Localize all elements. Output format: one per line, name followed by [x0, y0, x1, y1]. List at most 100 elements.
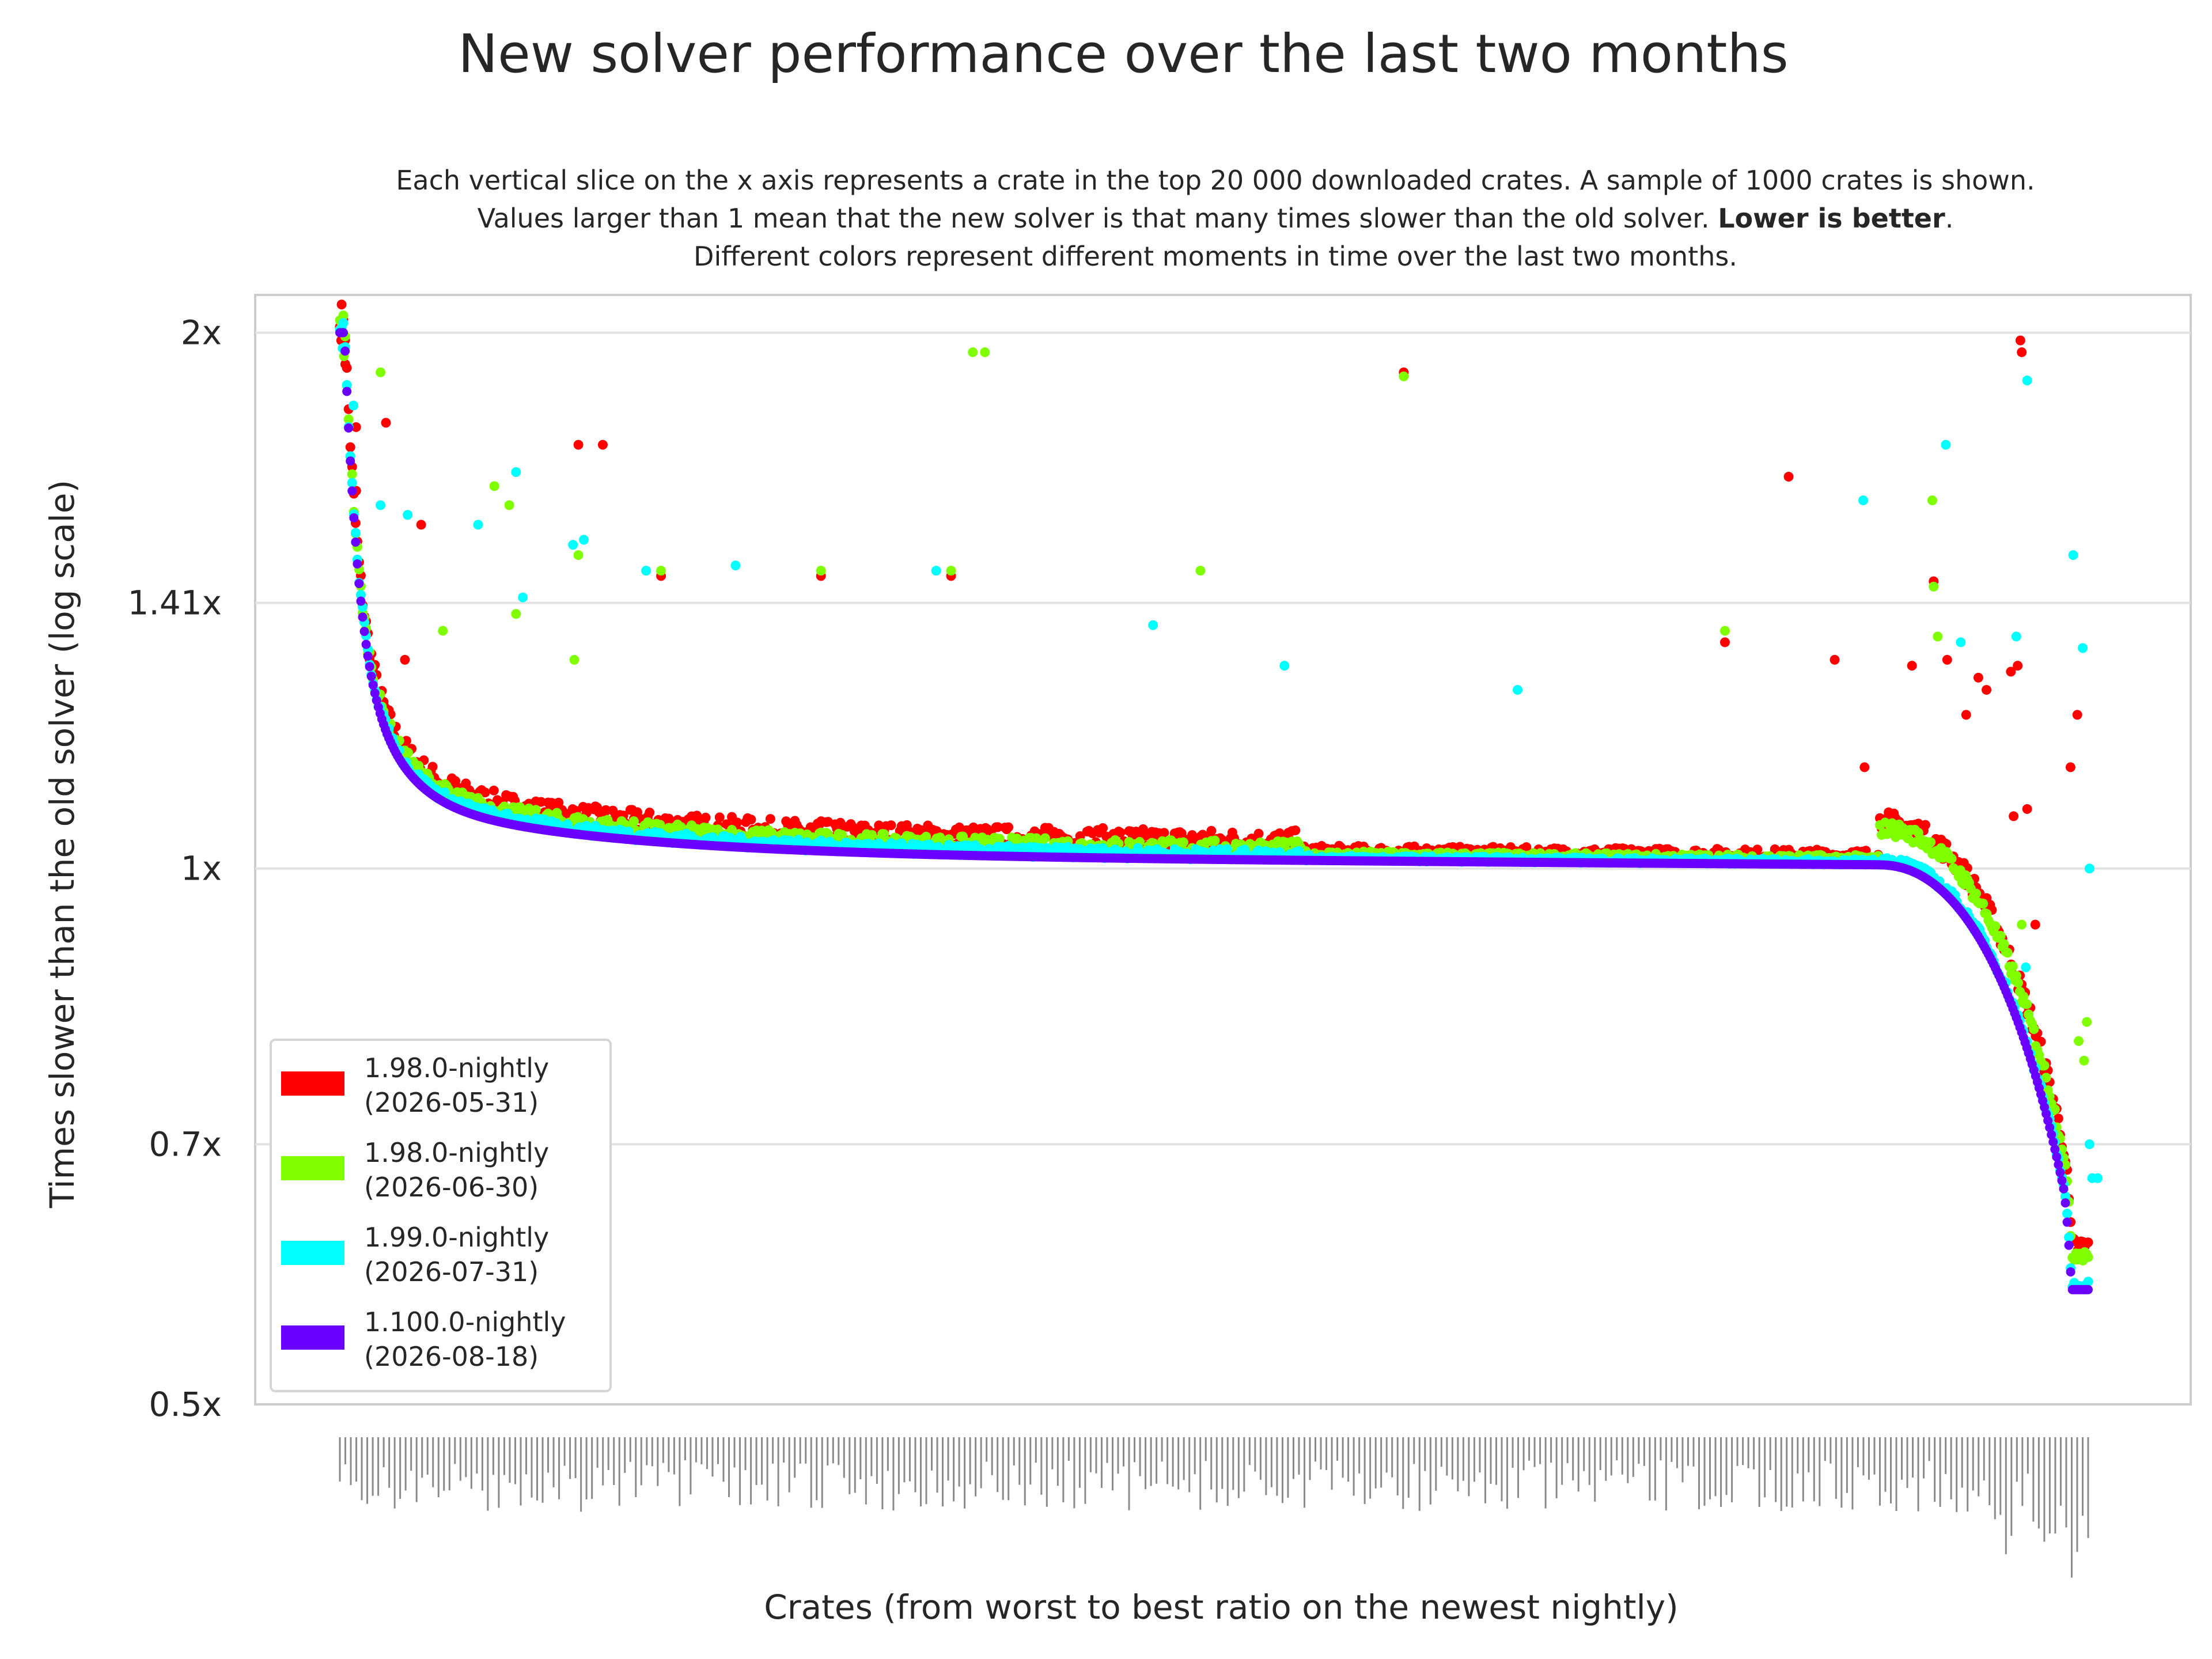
data-point: [1971, 888, 1982, 899]
y-tick-label: 1x: [181, 849, 222, 888]
data-point: [368, 680, 378, 690]
outlier-point: [2006, 666, 2016, 677]
legend: 1.98.0-nightly(2026-05-31)1.98.0-nightly…: [270, 1039, 612, 1392]
data-point: [345, 442, 355, 452]
outlier-point: [1907, 661, 1917, 671]
x-axis-crate-labels: [339, 1437, 2089, 1578]
outlier-point: [518, 592, 528, 603]
outlier-point: [946, 566, 956, 576]
outlier-point: [351, 422, 361, 432]
data-point: [350, 528, 361, 538]
legend-swatch: [281, 1071, 344, 1096]
data-point: [344, 423, 354, 433]
data-point: [2055, 1168, 2065, 1177]
outlier-point: [980, 347, 990, 357]
outlier-point: [656, 566, 666, 576]
outlier-point: [1973, 672, 1983, 683]
outlier-point: [1927, 495, 1937, 506]
data-point: [401, 736, 411, 746]
outlier-point: [569, 654, 579, 665]
outlier-point: [504, 500, 514, 510]
data-point: [2061, 1198, 2070, 1208]
legend-label: 1.98.0-nightly: [364, 1137, 549, 1168]
outlier-point: [2084, 1139, 2094, 1149]
data-point: [879, 829, 889, 839]
outlier-point: [2022, 804, 2032, 814]
data-point: [2059, 1184, 2069, 1194]
data-point: [2029, 1024, 2039, 1035]
data-point: [655, 820, 665, 830]
subtitle-line-2-text: Values larger than 1 mean that the new s…: [477, 203, 1718, 234]
outlier-point: [376, 367, 386, 377]
data-point: [2062, 1217, 2072, 1227]
data-point: [1978, 899, 1988, 909]
data-point: [365, 662, 374, 672]
outlier-point: [340, 359, 350, 369]
y-axis-ticks: 2x 1.41x 1x 0.7x 0.5x: [128, 313, 222, 1424]
outlier-point: [2022, 376, 2032, 386]
subtitle-line-3: Different colors represent different mom…: [694, 241, 1737, 272]
data-point: [2050, 1145, 2060, 1154]
data-point: [1040, 833, 1050, 843]
data-point: [1206, 825, 1217, 836]
data-point: [2008, 961, 2018, 972]
outlier-point: [1942, 654, 1952, 665]
outlier-point: [2084, 863, 2094, 874]
data-point: [1178, 837, 1188, 847]
data-point: [1003, 822, 1014, 832]
data-point: [2013, 978, 2023, 988]
outlier-point: [1783, 472, 1794, 482]
data-point: [1290, 825, 1301, 835]
outlier-point: [400, 654, 410, 665]
legend-box: [270, 1039, 612, 1392]
data-point: [601, 805, 611, 815]
outlier-point: [573, 550, 584, 560]
data-point: [2083, 1252, 2093, 1262]
outlier-point: [2030, 919, 2040, 930]
outlier-point: [1858, 495, 1868, 506]
data-point: [355, 590, 366, 600]
data-point: [2064, 1240, 2074, 1250]
data-point: [746, 815, 756, 825]
data-point: [2062, 1209, 2073, 1219]
series-3: [335, 328, 2093, 1294]
data-point: [338, 318, 349, 328]
outlier-point: [489, 481, 499, 491]
outlier-point: [730, 560, 741, 571]
data-point: [370, 688, 380, 698]
data-point: [2045, 1123, 2055, 1132]
outlier-point: [416, 520, 426, 530]
outlier-point: [1961, 710, 1971, 720]
outlier-point: [2092, 1173, 2103, 1183]
outlier-point: [1399, 371, 1409, 381]
data-point: [714, 812, 725, 823]
data-point: [2041, 1073, 2051, 1083]
data-point: [366, 672, 376, 681]
y-tick-label: 0.5x: [149, 1385, 222, 1424]
data-point: [608, 805, 618, 816]
data-point: [1253, 828, 1264, 839]
data-point: [2048, 1137, 2058, 1147]
outlier-point: [573, 440, 584, 450]
outlier-point: [931, 566, 941, 576]
data-point: [2057, 1176, 2067, 1185]
outlier-point: [2072, 710, 2082, 720]
legend-label: (2026-07-31): [364, 1256, 539, 1287]
data-point: [1115, 827, 1126, 838]
subtitle-line-1: Each vertical slice on the x axis repres…: [396, 165, 2035, 196]
data-point: [2022, 999, 2032, 1009]
outlier-point: [641, 566, 652, 576]
data-point: [343, 414, 354, 425]
data-point: [339, 328, 349, 338]
data-point: [356, 596, 366, 606]
data-point: [403, 748, 413, 758]
data-point: [2054, 1160, 2063, 1169]
data-point: [2043, 1116, 2053, 1126]
data-point: [342, 387, 352, 396]
outlier-point: [2068, 550, 2078, 560]
data-point: [2066, 1267, 2075, 1277]
outlier-point: [1859, 762, 1870, 772]
data-point: [2052, 1152, 2062, 1162]
data-point: [1999, 939, 2009, 949]
